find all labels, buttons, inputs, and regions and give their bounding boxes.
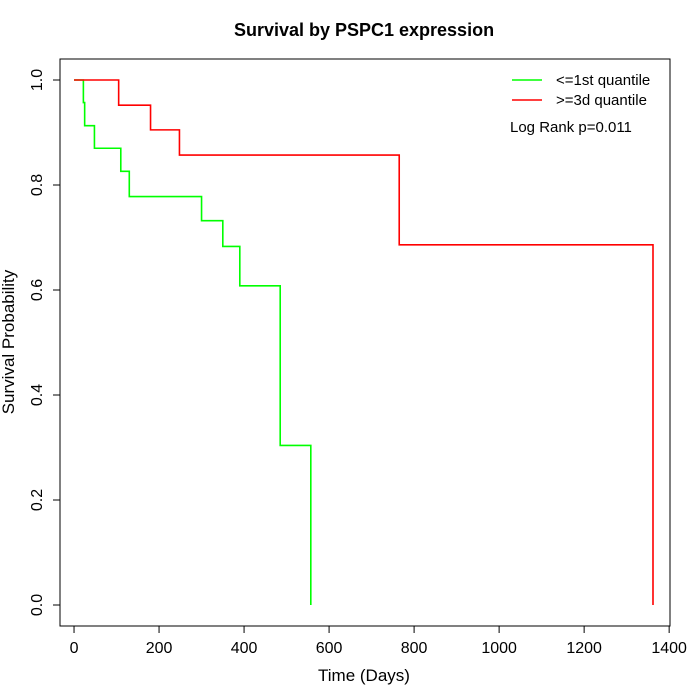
x-tick-label: 1400: [651, 640, 687, 657]
y-axis: 0.0 0.2 0.4 0.6 0.8 1.0: [29, 69, 61, 616]
x-tick-label: 1000: [481, 640, 517, 657]
log-rank-annotation: Log Rank p=0.011: [510, 119, 632, 136]
y-tick-label: 0.8: [29, 174, 46, 196]
x-tick-label: 800: [401, 640, 428, 657]
plot-frame: [59, 58, 671, 627]
x-tick-label: 0: [70, 640, 79, 657]
x-axis: 0 200 400 600 800 1000 1200 1400: [70, 625, 687, 657]
series-layer: [74, 79, 654, 605]
y-tick-label: 0.2: [29, 489, 46, 511]
x-tick-label: 200: [146, 640, 173, 657]
y-tick-label: 0.0: [29, 594, 46, 616]
y-tick-label: 0.6: [29, 279, 46, 301]
x-axis-title: Time (Days): [318, 666, 410, 685]
y-tick-label: 1.0: [29, 69, 46, 91]
legend-label: >=3d quantile: [556, 92, 647, 109]
y-axis-title: Survival Probability: [0, 269, 18, 414]
legend: <=1st quantile >=3d quantile: [512, 72, 650, 109]
series-line-1: [74, 79, 312, 605]
x-tick-label: 1200: [566, 640, 602, 657]
series-line-2: [74, 79, 654, 605]
legend-label: <=1st quantile: [556, 72, 650, 89]
x-tick-label: 600: [316, 640, 343, 657]
x-tick-label: 400: [231, 640, 258, 657]
chart-title: Survival by PSPC1 expression: [234, 20, 494, 40]
y-tick-label: 0.4: [29, 384, 46, 406]
